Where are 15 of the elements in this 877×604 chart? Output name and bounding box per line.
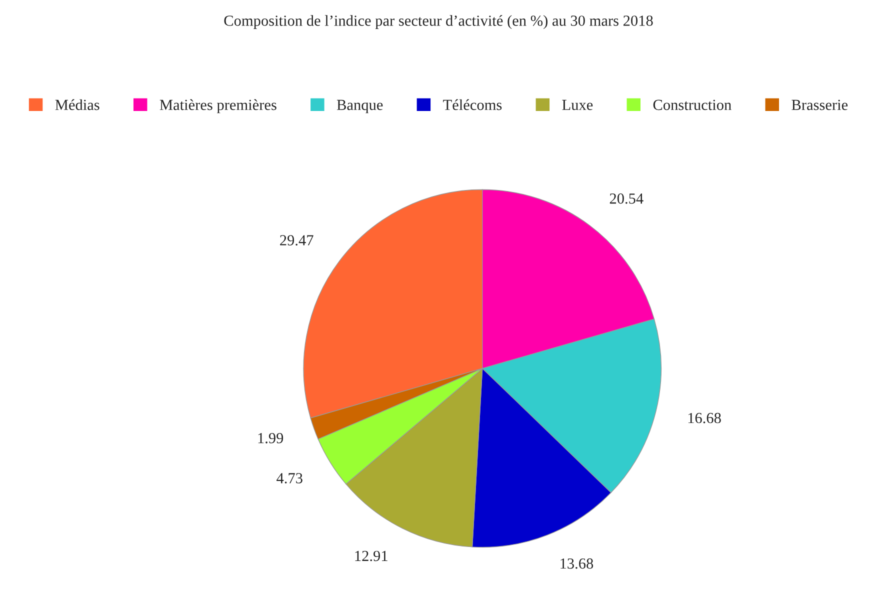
legend-label: Matières premières <box>160 99 276 114</box>
data-label: 13.68 <box>560 558 594 569</box>
data-label: 20.54 <box>610 193 644 204</box>
legend-label: Télécoms <box>443 99 502 110</box>
data-label: 1.99 <box>258 433 284 444</box>
data-label: 12.91 <box>355 550 388 562</box>
data-label: 29.47 <box>280 235 314 246</box>
legend-label: Construction <box>653 100 732 110</box>
legend-label: Brasserie <box>792 100 848 110</box>
legend-label: Luxe <box>562 100 593 110</box>
legend-label: Médias <box>55 99 100 110</box>
data-label: 4.73 <box>276 473 302 484</box>
data-label: 16.68 <box>688 412 721 424</box>
legend-label: Banque <box>336 100 383 114</box>
chart-title: Composition de l’indice par secteur d’activité (en %) au 30 mars 2018 <box>224 15 653 29</box>
